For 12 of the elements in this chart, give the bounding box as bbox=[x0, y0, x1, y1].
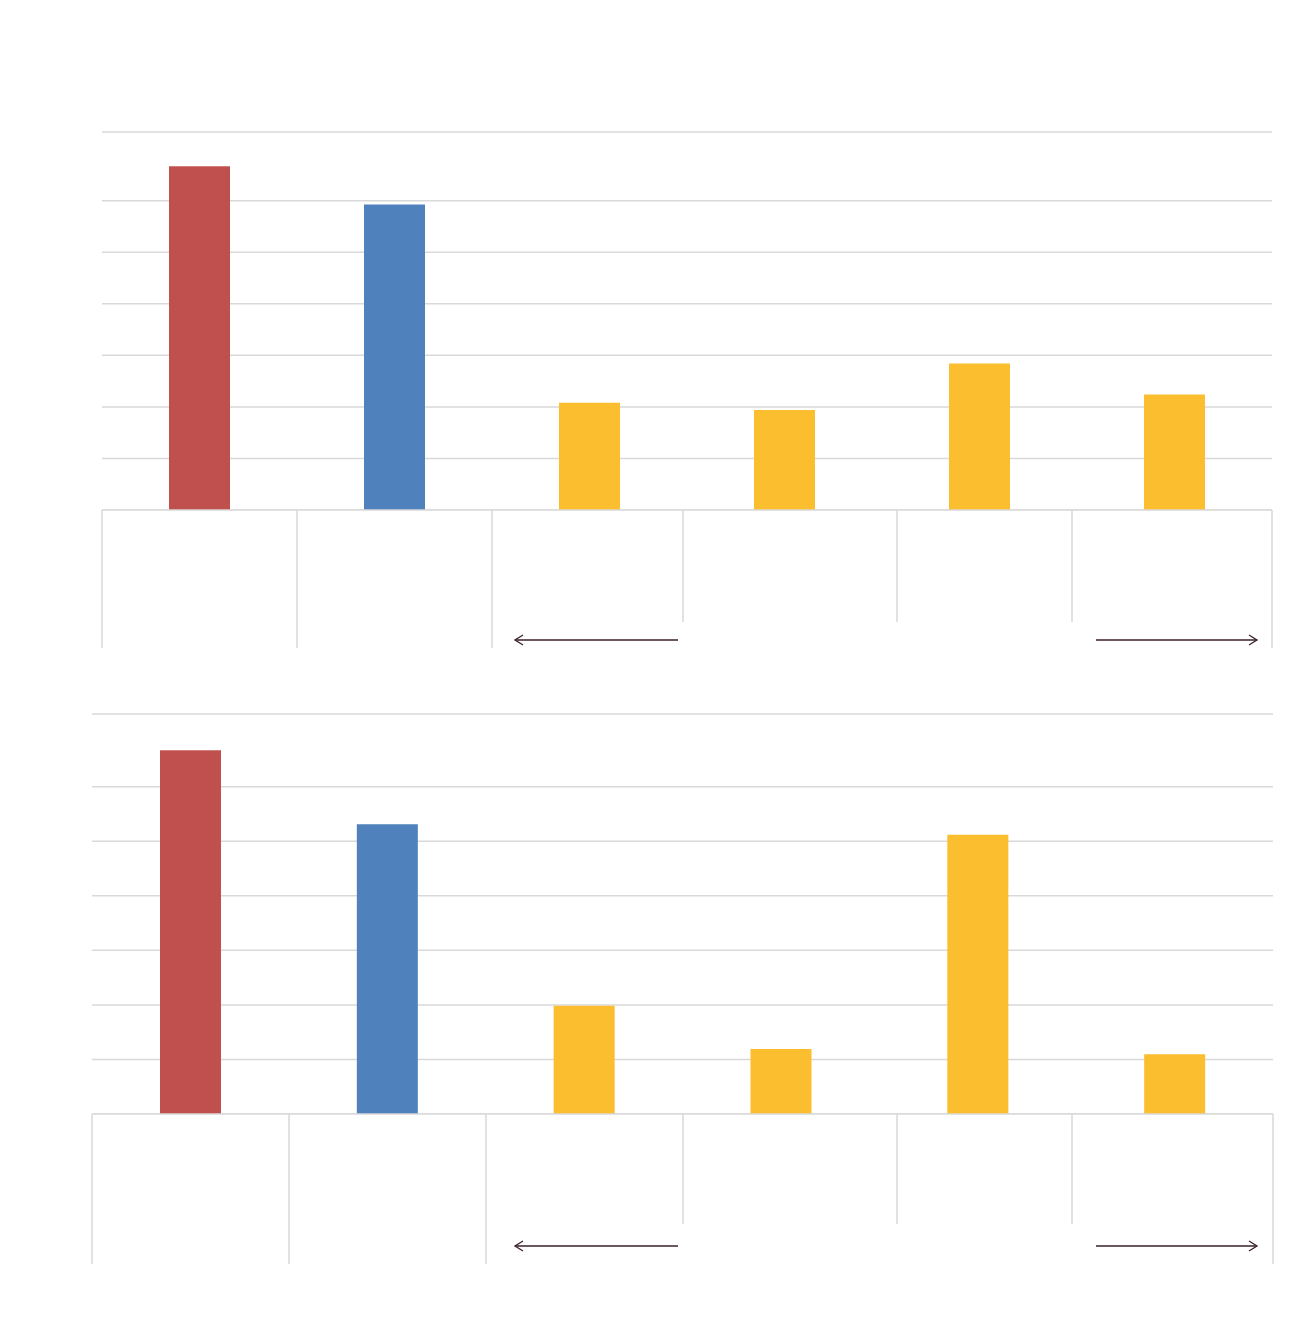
bar bbox=[750, 1048, 812, 1114]
bar bbox=[553, 1005, 615, 1114]
bar bbox=[364, 204, 425, 510]
bar bbox=[356, 824, 418, 1114]
bar bbox=[160, 750, 221, 1114]
bar bbox=[754, 410, 815, 510]
bar bbox=[559, 402, 620, 510]
bar bbox=[1144, 1054, 1206, 1114]
bar bbox=[1144, 394, 1205, 510]
bar bbox=[169, 166, 230, 510]
bar bbox=[949, 363, 1010, 510]
bar bbox=[947, 834, 1009, 1114]
